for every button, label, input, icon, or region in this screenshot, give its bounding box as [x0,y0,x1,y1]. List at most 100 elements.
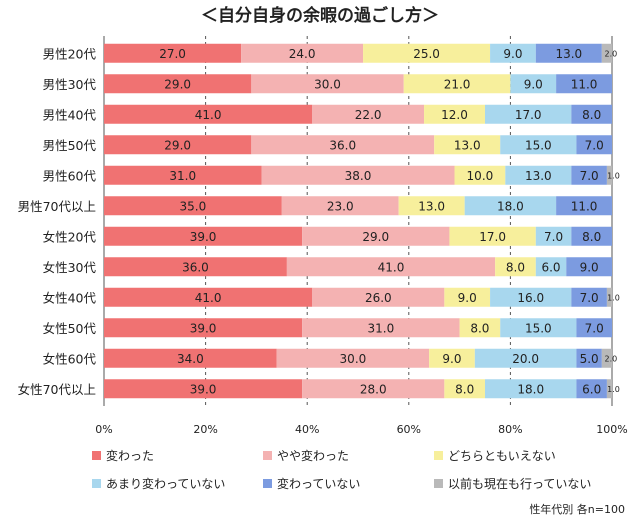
bar-segment [104,348,277,368]
data-label: 36.0 [329,138,356,152]
legend-swatch [263,451,272,460]
bar-segment [576,379,607,399]
data-label: 39.0 [190,230,217,244]
x-tick-label: 100% [596,423,627,436]
data-label: 7.0 [544,230,563,244]
footnote: 性年代別 各n=100 [529,502,625,516]
x-tick-label: 20% [193,423,217,436]
data-label: 41.0 [195,108,222,122]
bar-segment [535,43,602,63]
data-label: 8.0 [455,382,474,396]
data-label: 16.0 [517,291,544,305]
data-label: 13.0 [454,138,481,152]
bar-segment [485,379,577,399]
data-label: 8.0 [582,230,601,244]
data-label: 7.0 [585,138,604,152]
data-label: 17.0 [479,230,506,244]
category-label: 女性40代 [43,290,97,305]
bar-segment [104,318,303,338]
data-label: 1.0 [607,385,620,394]
bar-segment [104,257,287,277]
bar-segment [601,43,612,63]
data-label: 18.0 [497,199,524,213]
bar-segment [302,379,445,399]
bar-segment [576,318,612,338]
data-label: 30.0 [314,77,341,91]
bar-segment [576,348,602,368]
bar-segment [459,318,501,338]
bar-segment [606,379,612,399]
bar-segment [104,165,262,185]
bar-segment [104,104,313,124]
data-label: 30.0 [340,352,367,366]
x-tick-label: 60% [397,423,421,436]
bar-segment [510,74,557,94]
data-label: 38.0 [345,169,372,183]
category-label: 男性50代 [43,138,97,153]
bar-segment [281,196,399,216]
bar-segment [571,226,612,246]
data-label: 11.0 [571,199,598,213]
bar-segment [104,43,242,63]
bar-segment [606,165,612,185]
bar-segment [241,43,364,63]
bar-segment [251,74,404,94]
bar-segment [104,287,313,307]
data-label: 35.0 [180,199,207,213]
legend-swatch [92,451,101,460]
bar-segment [312,287,445,307]
data-label: 26.0 [365,291,392,305]
bar-segment [302,318,460,338]
bar-segment [424,104,485,124]
bar-segment [535,226,572,246]
bar-segment [576,135,612,155]
data-label: 11.0 [571,77,598,91]
data-label: 22.0 [355,108,382,122]
legend-label: 変わっていない [277,476,360,491]
data-label: 7.0 [580,291,599,305]
category-label: 女性20代 [43,229,97,244]
bar-segment [566,257,612,277]
data-label: 41.0 [378,260,405,274]
bar-segment [500,318,577,338]
x-tick-label: 40% [295,423,319,436]
legend-label: 以前も現在も行っていない [448,476,591,491]
category-label: 男性30代 [43,77,97,92]
bar-segment [104,226,303,246]
data-label: 8.0 [470,321,489,335]
bar-segment [104,196,282,216]
category-label: 女性50代 [43,321,97,336]
data-label: 25.0 [413,47,440,61]
bar-segment [500,135,577,155]
data-label: 29.0 [362,230,389,244]
bar-segment [571,165,607,185]
bar-segment [490,43,536,63]
bar-segment [606,287,612,307]
grid-layer [103,36,613,406]
bar-segment [454,165,506,185]
bar-segment [104,379,303,399]
data-label: 9.0 [524,77,543,91]
category-label: 男性70代以上 [18,199,96,214]
data-label: 29.0 [164,138,191,152]
category-label: 男性40代 [43,107,97,122]
data-label: 8.0 [506,260,525,274]
bar-segment [286,257,496,277]
data-label: 6.0 [541,260,560,274]
axis-layer: 0% 20% 40% 60% 80% 100% 男性20代男性30代男性40代男性50代男性… [18,46,628,436]
data-label: 12.0 [441,108,468,122]
data-label: 7.0 [580,169,599,183]
data-label: 1.0 [607,293,620,302]
data-label: 17.0 [515,108,542,122]
category-label: 男性60代 [43,168,97,183]
bar-segment [276,348,430,368]
data-label: 1.0 [607,171,620,180]
chart-title: ＜自分自身の余暇の過ごし方＞ [201,5,439,26]
data-label: 2.0 [605,354,618,363]
bar-segment [444,287,491,307]
labels-layer: 27.0 24.0 25.0 9.0 13.0 2.0 29.0 30.0 21.0 9.0 11.… [159,47,620,397]
bar-segment [434,135,501,155]
